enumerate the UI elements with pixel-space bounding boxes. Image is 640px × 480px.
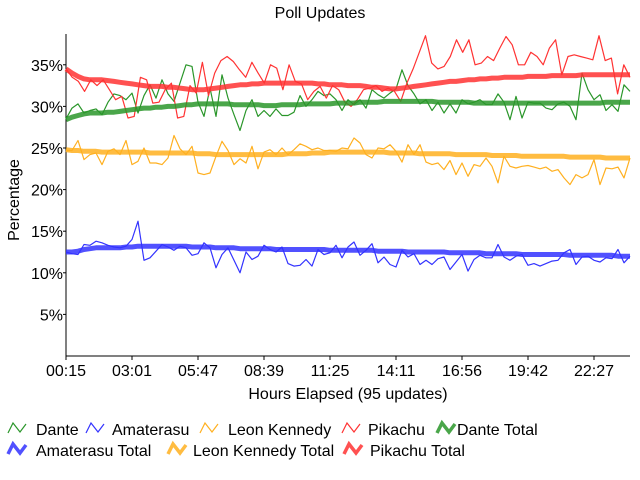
legend-item: Amaterasu Total xyxy=(6,440,151,460)
legend-item: Dante xyxy=(7,421,79,439)
series-line-pikachu-total xyxy=(64,66,630,93)
y-tick-label: 5% xyxy=(40,307,63,324)
y-tick-label: 30% xyxy=(31,99,63,116)
legend-label: Dante xyxy=(36,422,79,439)
legend-label: Pikachu xyxy=(368,422,425,439)
legend-line-icon xyxy=(435,419,457,435)
series-line-leon-kennedy-total xyxy=(65,147,630,161)
series-lines xyxy=(64,35,631,274)
x-ticks: 00:15 03:01 05:47 08:39 11:25 14:11 16:56 19:42… xyxy=(46,356,614,380)
legend-item: Leon Kennedy xyxy=(199,421,331,439)
series-line-dante-total xyxy=(65,98,630,123)
chart-title: Poll Updates xyxy=(275,5,366,22)
legend-item: Leon Kennedy Total xyxy=(166,440,334,460)
legend: Dante Amaterasu Leon Kennedy Pikachu Dante T… xyxy=(6,419,538,460)
x-tick-label: 22:27 xyxy=(574,363,614,380)
y-tick-label: 20% xyxy=(31,183,63,200)
legend-line-icon xyxy=(7,421,27,434)
x-tick-label: 11:25 xyxy=(311,363,350,380)
legend-line-icon xyxy=(342,440,364,456)
x-axis-label: Hours Elapsed (95 updates) xyxy=(248,386,447,403)
legend-item: Amaterasu xyxy=(85,421,189,439)
y-ticks: 5% 10% 15% 20% 25% 30% 35% xyxy=(31,58,66,324)
legend-line-icon xyxy=(341,421,361,434)
y-tick-label: 10% xyxy=(31,266,63,283)
y-tick-label: 25% xyxy=(31,141,63,158)
axes xyxy=(65,34,630,357)
x-tick-label: 05:47 xyxy=(178,363,218,380)
x-tick-label: 19:42 xyxy=(508,363,548,380)
legend-line-icon xyxy=(199,421,219,434)
legend-item: Dante Total xyxy=(435,419,538,439)
y-tick-label: 35% xyxy=(31,58,63,75)
legend-label: Leon Kennedy Total xyxy=(193,443,334,460)
legend-label: Amaterasu Total xyxy=(36,443,151,460)
legend-line-icon xyxy=(166,440,188,456)
legend-item: Pikachu Total xyxy=(342,440,465,460)
legend-label: Pikachu Total xyxy=(370,443,465,460)
x-tick-label: 16:56 xyxy=(442,363,482,380)
x-tick-label: 14:11 xyxy=(377,363,416,380)
y-tick-label: 15% xyxy=(31,224,63,241)
x-tick-label: 03:01 xyxy=(112,363,152,380)
legend-item: Pikachu xyxy=(341,421,425,439)
legend-label: Amaterasu xyxy=(112,422,189,439)
series-line-amaterasu-total xyxy=(66,243,630,259)
legend-line-icon xyxy=(85,421,105,434)
x-tick-label: 08:39 xyxy=(244,363,284,380)
legend-line-icon xyxy=(6,440,28,456)
series-line-leon-kennedy xyxy=(66,134,631,186)
y-axis-label: Percentage xyxy=(6,159,23,241)
legend-label: Leon Kennedy xyxy=(228,422,331,439)
legend-label: Dante Total xyxy=(457,422,538,439)
x-tick-label: 00:15 xyxy=(46,363,86,380)
